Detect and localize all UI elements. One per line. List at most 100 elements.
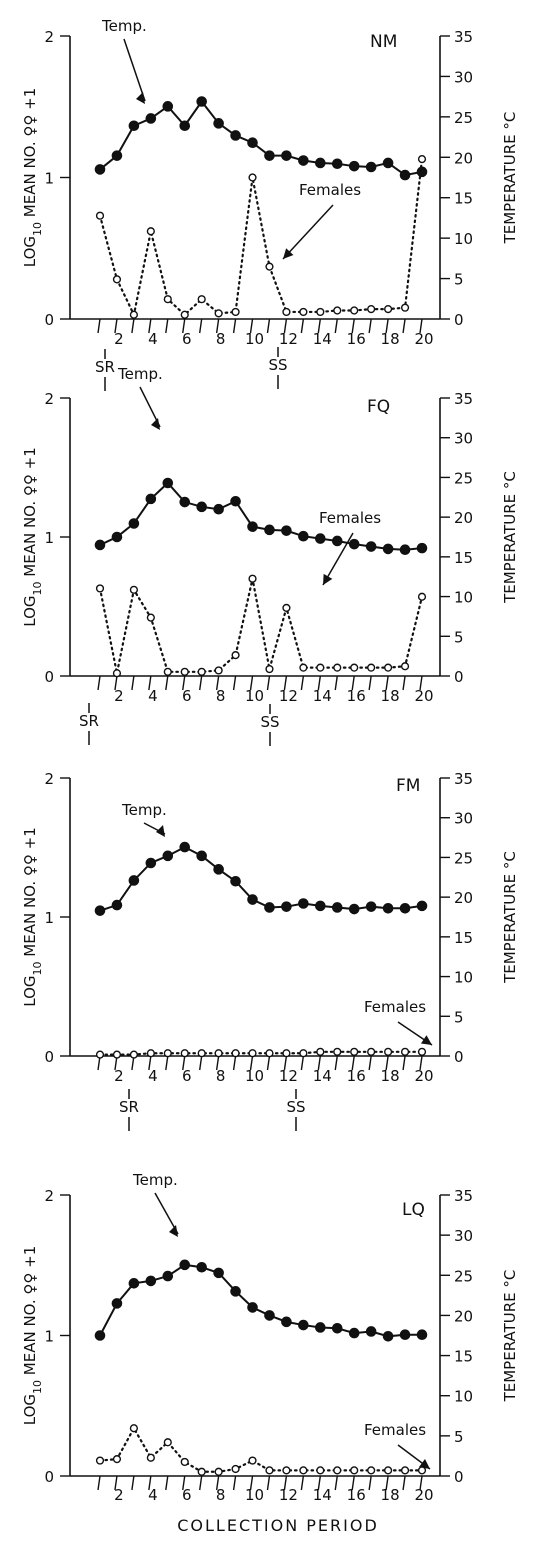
x-tick-label: 8 xyxy=(216,330,226,348)
right-tick-label: 5 xyxy=(454,628,464,646)
temp-point xyxy=(145,857,157,869)
temp-point xyxy=(264,1310,275,1321)
temp-point xyxy=(331,1322,343,1334)
female-point xyxy=(112,1455,122,1464)
female-point xyxy=(265,262,274,271)
right-tick-label: 30 xyxy=(454,1227,473,1245)
right-tick-label: 35 xyxy=(454,770,473,788)
x-tick xyxy=(215,318,220,334)
female-point xyxy=(95,1050,105,1059)
temp-point xyxy=(213,118,224,129)
temp-point xyxy=(416,542,428,554)
female-point xyxy=(400,662,410,671)
x-tick xyxy=(419,1055,423,1071)
temp-series-line xyxy=(99,845,423,912)
females-arrow xyxy=(282,204,334,260)
females-annotation: Females xyxy=(319,509,381,527)
x-tick xyxy=(232,1055,237,1071)
temp-point xyxy=(348,1327,360,1339)
x-tick xyxy=(317,675,322,691)
x-tick xyxy=(215,675,220,691)
females-arrowhead xyxy=(420,1035,432,1045)
left-axis-title-rest: MEAN NO. ♀♀ +1 xyxy=(21,827,39,961)
female-point xyxy=(180,667,189,676)
right-tick-label: 15 xyxy=(454,929,473,947)
x-tick xyxy=(266,1475,271,1491)
right-tick-label: 10 xyxy=(454,969,473,987)
temp-annotation: Temp. xyxy=(117,365,163,383)
female-point xyxy=(299,307,308,317)
female-point xyxy=(197,667,206,676)
right-tick-label: 35 xyxy=(454,1187,473,1205)
female-point xyxy=(367,1047,376,1056)
right-tick-label: 35 xyxy=(454,390,473,408)
female-point xyxy=(417,1047,427,1056)
female-point xyxy=(282,1466,291,1475)
female-point xyxy=(214,1467,223,1476)
x-tick xyxy=(198,1055,203,1071)
temp-point xyxy=(111,899,123,911)
temp-point xyxy=(128,120,140,132)
x-tick xyxy=(232,675,237,691)
x-tick-label: 10 xyxy=(245,1486,264,1504)
right-tick-label: 10 xyxy=(454,230,473,248)
female-point xyxy=(146,613,155,622)
temp-point xyxy=(416,1329,428,1340)
temp-point xyxy=(348,538,360,550)
temp-point xyxy=(111,531,123,543)
temp-point xyxy=(298,530,309,542)
x-tick xyxy=(300,675,305,691)
temp-point xyxy=(348,160,360,172)
female-point xyxy=(231,1464,240,1474)
x-tick xyxy=(266,675,271,691)
female-point xyxy=(197,295,206,304)
panel-label: FM xyxy=(396,776,420,796)
females-annotation: Females xyxy=(364,1421,426,1439)
x-tick xyxy=(317,1475,322,1491)
left-tick-label: 1 xyxy=(44,529,54,547)
temp-point xyxy=(382,1331,394,1342)
x-tick xyxy=(385,1475,389,1491)
x-tick xyxy=(148,1055,152,1071)
female-point xyxy=(163,1438,172,1447)
temp-arrowhead xyxy=(136,92,145,104)
temp-point xyxy=(162,850,174,862)
right-axis-title: TEMPERATURE °C xyxy=(501,112,519,245)
female-point xyxy=(384,663,393,672)
x-tick-label: 4 xyxy=(148,1486,158,1504)
x-tick-label: 16 xyxy=(347,1067,366,1085)
left-axis-title-prefix: LOG xyxy=(21,595,39,626)
female-point xyxy=(146,1049,155,1058)
female-point xyxy=(350,663,359,672)
temp-point xyxy=(196,501,207,513)
right-tick-label: 10 xyxy=(454,1388,473,1406)
female-point xyxy=(400,1466,410,1475)
temp-point xyxy=(331,535,343,547)
left-tick-label: 2 xyxy=(44,28,54,46)
x-tick-label: 20 xyxy=(414,1067,433,1085)
temp-point xyxy=(382,157,394,169)
females-arrow xyxy=(322,532,354,586)
female-point xyxy=(180,1457,189,1467)
x-tick-label: 4 xyxy=(148,330,158,348)
x-tick-label: 6 xyxy=(182,330,192,348)
x-tick xyxy=(334,1475,338,1491)
temp-point xyxy=(94,539,106,551)
female-point xyxy=(248,173,257,182)
temp-point xyxy=(213,864,224,875)
temp-point xyxy=(399,544,411,556)
x-tick-label: 10 xyxy=(245,1067,264,1085)
left-axis-title-sub: 10 xyxy=(31,961,44,975)
temp-point xyxy=(281,1316,292,1328)
temp-point xyxy=(365,161,377,173)
right-tick-label: 20 xyxy=(454,1307,473,1325)
sr-label: SR xyxy=(95,358,115,376)
x-axis-title: COLLECTION PERIOD xyxy=(177,1516,379,1535)
female-point xyxy=(231,307,240,317)
x-tick xyxy=(385,318,389,334)
female-point xyxy=(417,155,427,164)
x-tick xyxy=(249,318,254,334)
